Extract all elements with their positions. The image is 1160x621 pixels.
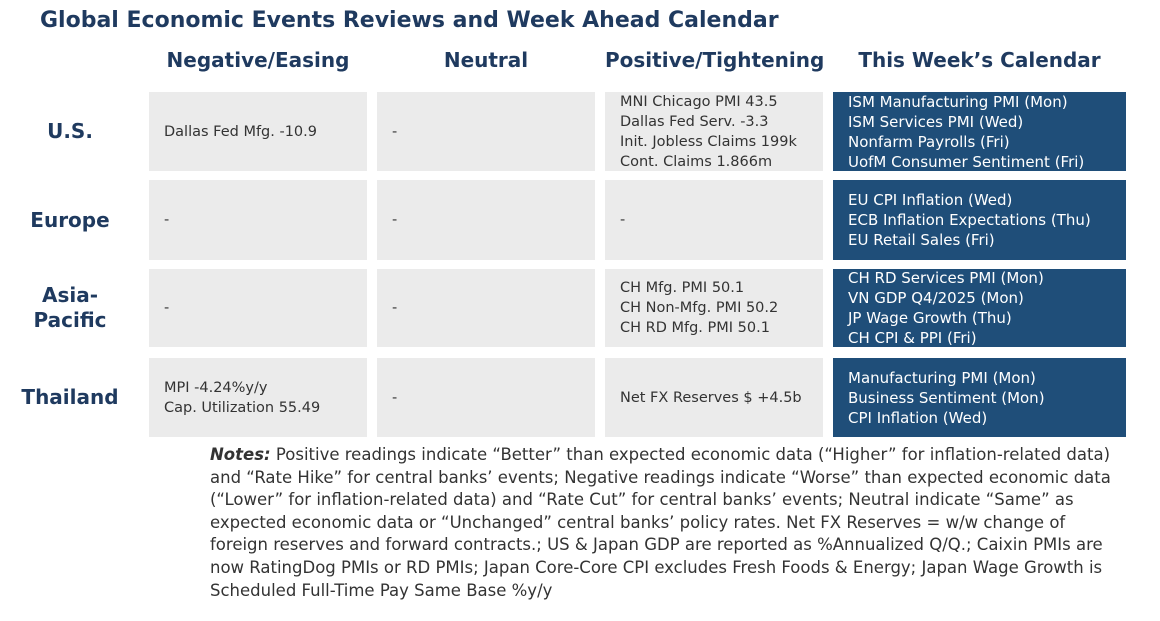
cell-line: Dallas Fed Serv. -3.3	[620, 113, 769, 130]
row-label-line: Asia-	[41, 283, 99, 307]
cell-line: -	[620, 212, 626, 228]
cell-line: Nonfarm Payrolls (Fri)	[848, 132, 1010, 151]
cell-line: CH RD Mfg. PMI 50.1	[620, 320, 770, 336]
cell: -	[377, 358, 595, 437]
title: Global Economic Events Reviews and Week …	[40, 8, 779, 33]
cell: MPI -4.24%y/y Cap. Utilization 55.49	[149, 358, 367, 437]
cell-line: MPI -4.24%y/y	[164, 379, 268, 396]
cell-line: VN GDP Q4/2025 (Mon)	[848, 289, 1024, 307]
cell-line: ISM Services PMI (Wed)	[848, 112, 1024, 131]
cell-line: -	[164, 300, 170, 316]
cell: Net FX Reserves $ +4.5b	[605, 358, 823, 437]
row-label: Thailand	[0, 358, 140, 437]
cell: -	[377, 92, 595, 171]
cell-line: Net FX Reserves $ +4.5b	[620, 389, 802, 406]
calendar-cell: ISM Manufacturing PMI (Mon) ISM Services …	[833, 92, 1126, 171]
cell-line: -	[164, 212, 170, 228]
row-label-line: Europe	[30, 207, 110, 232]
cell: CH Mfg. PMI 50.1 CH Non-Mfg. PMI 50.2 CH R…	[605, 269, 823, 347]
cell-line: CH Mfg. PMI 50.1	[620, 280, 745, 296]
cell-line: -	[392, 212, 398, 228]
cell: MNI Chicago PMI 43.5 Dallas Fed Serv. -3.…	[605, 92, 823, 171]
row-label: U.S.	[0, 92, 140, 171]
cell: -	[149, 269, 367, 347]
cell: -	[149, 180, 367, 260]
cell-line: Cap. Utilization 55.49	[164, 399, 321, 416]
row-label-line: Thailand	[21, 385, 119, 409]
cell-line: JP Wage Growth (Thu)	[848, 309, 1012, 327]
cell-line: CH CPI & PPI (Fri)	[848, 329, 977, 347]
notes: Notes: Positive readings indicate “Bette…	[210, 444, 1115, 602]
row-label: Europe	[0, 180, 140, 260]
cell-line: -	[392, 389, 398, 406]
cell: -	[377, 180, 595, 260]
column-header: This Week’s Calendar	[858, 48, 1101, 72]
cell-line: CH Non-Mfg. PMI 50.2	[620, 300, 779, 316]
cell: -	[605, 180, 823, 260]
cell-line: MNI Chicago PMI 43.5	[620, 93, 778, 110]
cell-line: ISM Manufacturing PMI (Mon)	[848, 92, 1068, 111]
cell: Dallas Fed Mfg. -10.9	[149, 92, 367, 171]
cell-line: -	[392, 300, 398, 316]
cell-line: EU Retail Sales (Fri)	[848, 231, 995, 249]
cell-line: CH RD Services PMI (Mon)	[848, 269, 1044, 287]
calendar-cell: EU CPI Inflation (Wed) ECB Inflation Expe…	[833, 180, 1126, 260]
column-header: Negative/Easing	[166, 48, 350, 72]
notes-label: Notes:	[210, 445, 271, 464]
cell-line: -	[392, 123, 398, 140]
calendar-cell: CH RD Services PMI (Mon) VN GDP Q4/2025 (…	[833, 269, 1126, 347]
cell-line: EU CPI Inflation (Wed)	[848, 191, 1013, 209]
row-label-line: U.S.	[47, 119, 93, 143]
cell-line: CPI Inflation (Wed)	[848, 408, 988, 427]
notes-text: Positive readings indicate “Better” than…	[210, 445, 1111, 600]
cell-line: Business Sentiment (Mon)	[848, 388, 1045, 407]
cell-line: Cont. Claims 1.866m	[620, 153, 773, 170]
cell-line: ECB Inflation Expectations (Thu)	[848, 211, 1091, 229]
cell-line: Manufacturing PMI (Mon)	[848, 368, 1036, 387]
calendar-cell: Manufacturing PMI (Mon) Business Sentimen…	[833, 358, 1126, 437]
cell: -	[377, 269, 595, 347]
row-label: Asia- Pacific	[0, 269, 140, 347]
column-header: Positive/Tightening	[605, 48, 825, 72]
cell-line: Init. Jobless Claims 199k	[620, 133, 797, 150]
cell-line: UofM Consumer Sentiment (Fri)	[848, 152, 1085, 171]
row-label-line: Pacific	[33, 308, 107, 332]
column-header: Neutral	[443, 48, 529, 72]
cell-line: Dallas Fed Mfg. -10.9	[164, 123, 317, 140]
